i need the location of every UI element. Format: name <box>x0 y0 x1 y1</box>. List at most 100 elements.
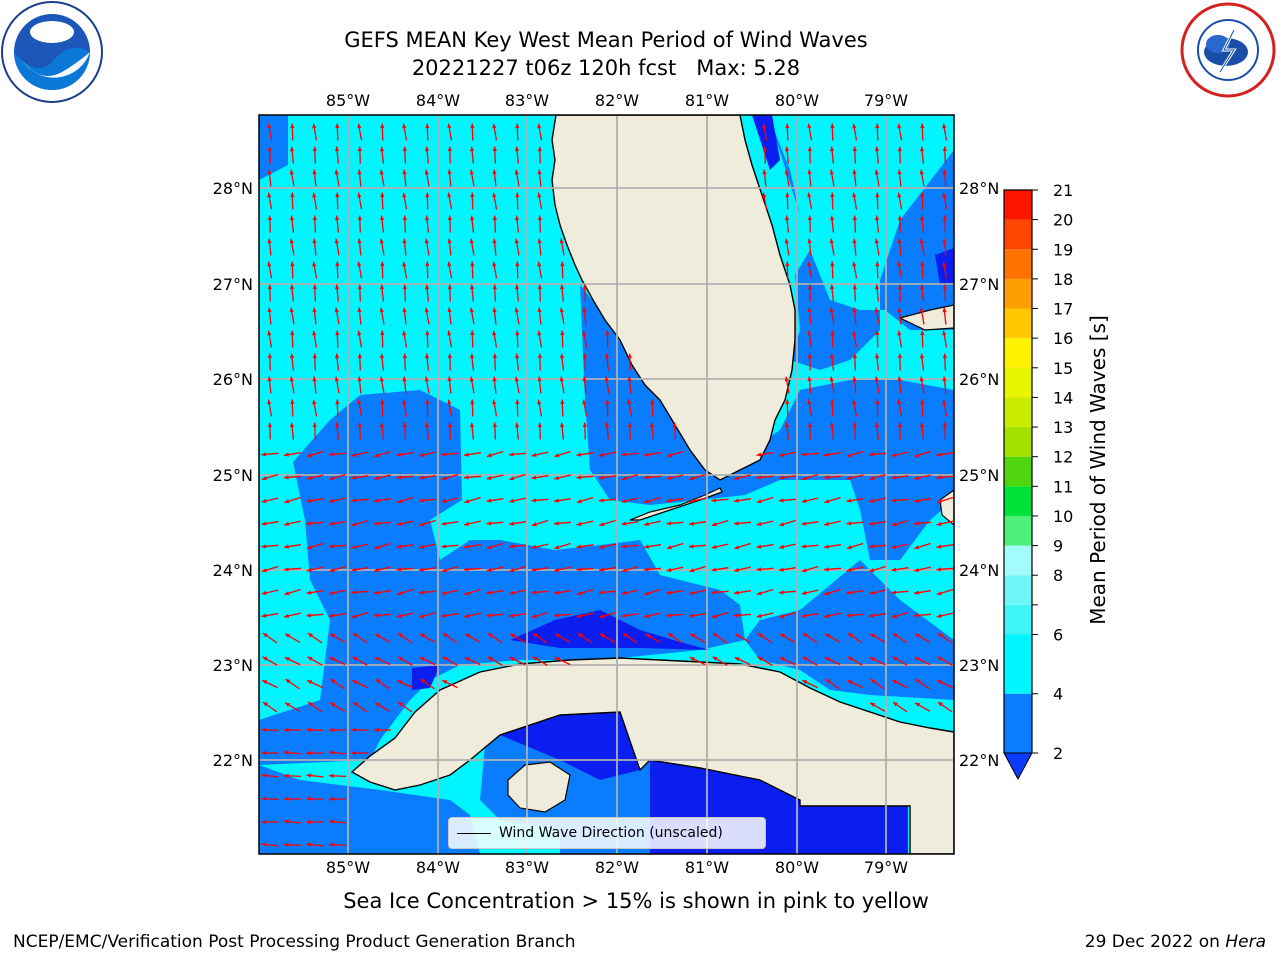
wind-wave-arrow <box>289 238 295 256</box>
lon-label: 85°W <box>326 858 370 877</box>
wind-wave-arrow <box>554 498 571 503</box>
wind-wave-arrow <box>441 544 459 549</box>
wind-wave-arrow <box>830 123 835 141</box>
wind-wave-arrow <box>306 566 324 572</box>
colorbar-band <box>1004 634 1032 694</box>
wind-wave-arrow <box>874 169 880 187</box>
wind-wave-arrow <box>875 330 880 348</box>
wind-wave-arrow <box>289 353 295 371</box>
wind-wave-arrow <box>870 678 885 690</box>
wind-wave-arrow <box>397 679 413 689</box>
colorbar-tick-label: 17 <box>1053 300 1073 319</box>
wind-wave-arrow <box>913 613 932 618</box>
wind-wave-arrow <box>447 146 452 164</box>
wind-wave-arrow <box>644 612 661 618</box>
wind-wave-arrow <box>307 679 323 689</box>
wind-wave-arrow <box>306 498 324 503</box>
wind-wave-arrow <box>419 543 436 549</box>
wind-wave-arrow <box>801 521 819 526</box>
wind-wave-arrow <box>689 497 706 503</box>
wind-wave-arrow <box>352 632 368 644</box>
latitude-labels-left: 28°N 27°N 26°N 25°N 24°N 23°N 22°N <box>213 179 253 770</box>
legend-label: Wind Wave Direction (unscaled) <box>499 825 723 841</box>
wind-wave-arrow <box>942 399 948 417</box>
wind-wave-arrow <box>897 169 902 187</box>
wind-wave-arrow <box>402 146 407 164</box>
wind-wave-arrow <box>515 330 520 348</box>
wind-wave-arrow <box>261 544 279 549</box>
lon-label: 84°W <box>416 858 460 877</box>
wind-wave-arrow <box>936 567 954 572</box>
wind-wave-arrow <box>598 498 617 503</box>
colorbar-tick-label: 13 <box>1053 418 1073 437</box>
wind-wave-arrow <box>514 215 520 233</box>
wind-wave-arrow <box>284 727 301 733</box>
wind-wave-arrow <box>486 474 504 480</box>
wind-wave-arrow <box>374 633 391 643</box>
wind-wave-arrow <box>807 330 813 348</box>
wind-wave-arrow <box>306 590 324 595</box>
wind-wave-arrow <box>937 632 953 644</box>
wind-wave-arrow <box>514 353 520 371</box>
wind-wave-arrow <box>802 632 818 644</box>
wind-wave-arrow <box>644 520 661 526</box>
wind-wave-arrow <box>486 590 504 595</box>
wind-wave-arrow <box>464 496 481 504</box>
wind-wave-arrow <box>441 589 459 595</box>
lon-label: 79°W <box>864 858 908 877</box>
wind-wave-arrow <box>351 451 369 457</box>
wind-wave-arrow <box>424 238 430 256</box>
wind-wave-arrow <box>942 307 947 325</box>
wind-wave-arrow <box>352 701 368 713</box>
wind-wave-arrow <box>576 588 594 596</box>
wind-wave-arrow <box>283 475 302 480</box>
wind-wave-arrow <box>824 588 841 596</box>
wind-wave-arrow <box>829 146 835 164</box>
wind-wave-arrow <box>334 353 340 371</box>
wind-wave-arrow <box>920 192 925 210</box>
wind-wave-arrow <box>852 123 858 141</box>
wind-wave-arrow <box>509 589 526 595</box>
lon-label: 79°W <box>864 91 908 110</box>
wind-wave-arrow <box>733 521 752 526</box>
wind-wave-arrow <box>441 497 459 503</box>
wind-wave-arrow <box>469 353 475 371</box>
wind-wave-arrow <box>666 498 684 503</box>
wind-wave-arrow <box>357 330 363 348</box>
wind-wave-arrow <box>261 819 279 825</box>
wind-wave-arrow <box>756 475 774 480</box>
wind-wave-arrow <box>312 261 318 279</box>
wind-wave-arrow <box>576 612 594 618</box>
wind-wave-arrow <box>470 330 475 348</box>
wind-wave-arrow <box>374 474 391 480</box>
wind-wave-arrow <box>283 819 302 824</box>
wind-wave-arrow <box>667 632 683 644</box>
wind-wave-arrow <box>509 521 526 526</box>
wind-wave-arrow <box>492 123 498 141</box>
wind-wave-arrow <box>492 192 498 210</box>
wind-wave-arrow <box>897 238 902 256</box>
wind-wave-arrow <box>801 613 819 618</box>
wind-wave-arrow <box>537 238 542 256</box>
wind-wave-arrow <box>756 544 774 549</box>
wind-wave-arrow <box>779 633 796 643</box>
wind-wave-arrow <box>666 542 684 550</box>
wind-wave-arrow <box>307 632 323 644</box>
wind-wave-arrow <box>874 422 880 440</box>
wind-wave-arrow <box>262 701 278 713</box>
wind-wave-arrow <box>267 422 272 440</box>
wind-wave-arrow <box>779 451 796 457</box>
wind-wave-arrow <box>469 215 475 233</box>
wind-wave-arrow <box>756 567 774 572</box>
wind-wave-arrow <box>897 192 903 210</box>
wind-wave-arrow <box>284 588 301 596</box>
wind-wave-arrow <box>357 307 362 325</box>
wind-wave-arrow <box>807 307 812 325</box>
wind-wave-arrow <box>515 399 520 417</box>
wind-wave-arrow <box>913 521 932 526</box>
wind-wave-arrow <box>509 656 526 666</box>
wind-wave-arrow <box>891 543 909 549</box>
wind-wave-arrow <box>914 566 931 572</box>
lon-label: 82°W <box>595 91 639 110</box>
wind-wave-arrow <box>711 519 729 527</box>
